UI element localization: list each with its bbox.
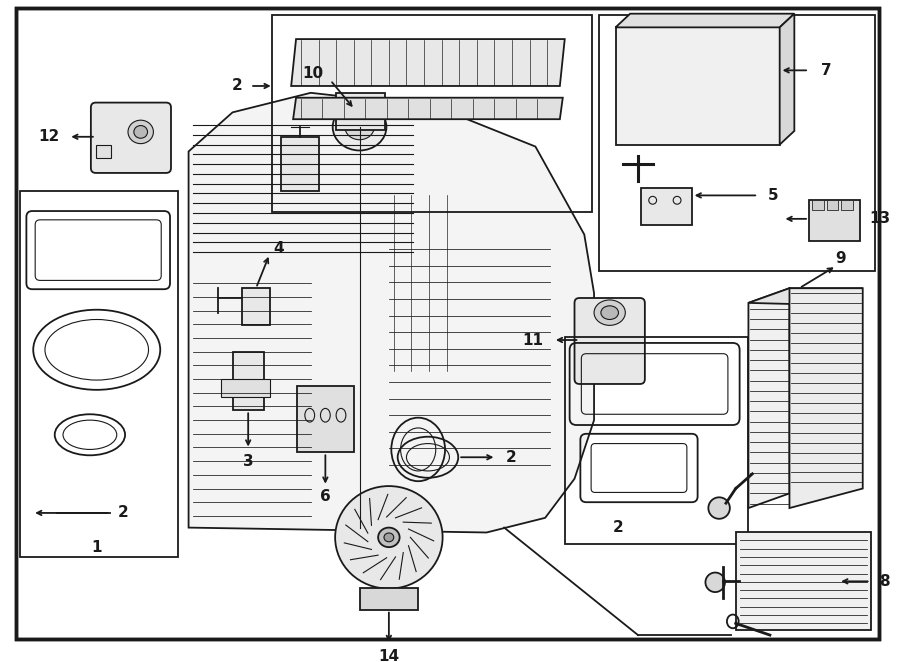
- Text: 3: 3: [243, 453, 254, 469]
- Ellipse shape: [134, 126, 148, 138]
- Text: 1: 1: [92, 540, 102, 555]
- Text: 2: 2: [118, 506, 129, 520]
- FancyBboxPatch shape: [574, 298, 645, 384]
- Bar: [842, 201, 853, 210]
- Polygon shape: [749, 288, 863, 305]
- Ellipse shape: [706, 573, 725, 592]
- Bar: [20, 191, 178, 557]
- Text: 2: 2: [613, 520, 624, 535]
- Ellipse shape: [128, 120, 153, 144]
- FancyBboxPatch shape: [91, 103, 171, 173]
- Bar: [272, 15, 592, 212]
- Bar: [812, 201, 824, 210]
- Ellipse shape: [378, 528, 400, 547]
- Bar: [735, 532, 870, 630]
- Polygon shape: [789, 288, 863, 508]
- Polygon shape: [189, 93, 594, 532]
- Bar: [641, 187, 692, 224]
- Ellipse shape: [345, 115, 374, 140]
- Text: 10: 10: [302, 66, 323, 81]
- Text: 8: 8: [879, 574, 890, 589]
- Bar: [282, 137, 319, 191]
- Bar: [616, 27, 779, 144]
- Bar: [336, 93, 385, 130]
- Bar: [232, 352, 264, 410]
- Text: 12: 12: [39, 129, 59, 144]
- Ellipse shape: [384, 533, 394, 542]
- Ellipse shape: [335, 486, 443, 589]
- Bar: [220, 379, 270, 397]
- Text: 11: 11: [522, 332, 544, 348]
- Polygon shape: [293, 98, 562, 119]
- Bar: [95, 144, 112, 158]
- Text: 2: 2: [506, 449, 517, 465]
- Text: 5: 5: [768, 188, 778, 203]
- Polygon shape: [616, 14, 795, 27]
- Text: 7: 7: [821, 63, 832, 78]
- Polygon shape: [292, 39, 564, 86]
- Text: 13: 13: [869, 211, 891, 226]
- Bar: [360, 588, 418, 610]
- Bar: [598, 15, 876, 271]
- Ellipse shape: [594, 300, 625, 325]
- Text: 14: 14: [378, 649, 400, 662]
- Text: 2: 2: [231, 79, 242, 93]
- Text: 9: 9: [835, 252, 846, 266]
- Text: 6: 6: [320, 489, 330, 504]
- Bar: [564, 337, 749, 544]
- Ellipse shape: [601, 306, 618, 320]
- Bar: [242, 288, 270, 325]
- Ellipse shape: [708, 497, 730, 519]
- Ellipse shape: [333, 103, 386, 150]
- Polygon shape: [749, 288, 789, 508]
- Bar: [809, 201, 860, 242]
- Polygon shape: [779, 14, 795, 144]
- Text: 4: 4: [274, 241, 284, 256]
- Bar: [297, 386, 354, 452]
- Bar: [826, 201, 838, 210]
